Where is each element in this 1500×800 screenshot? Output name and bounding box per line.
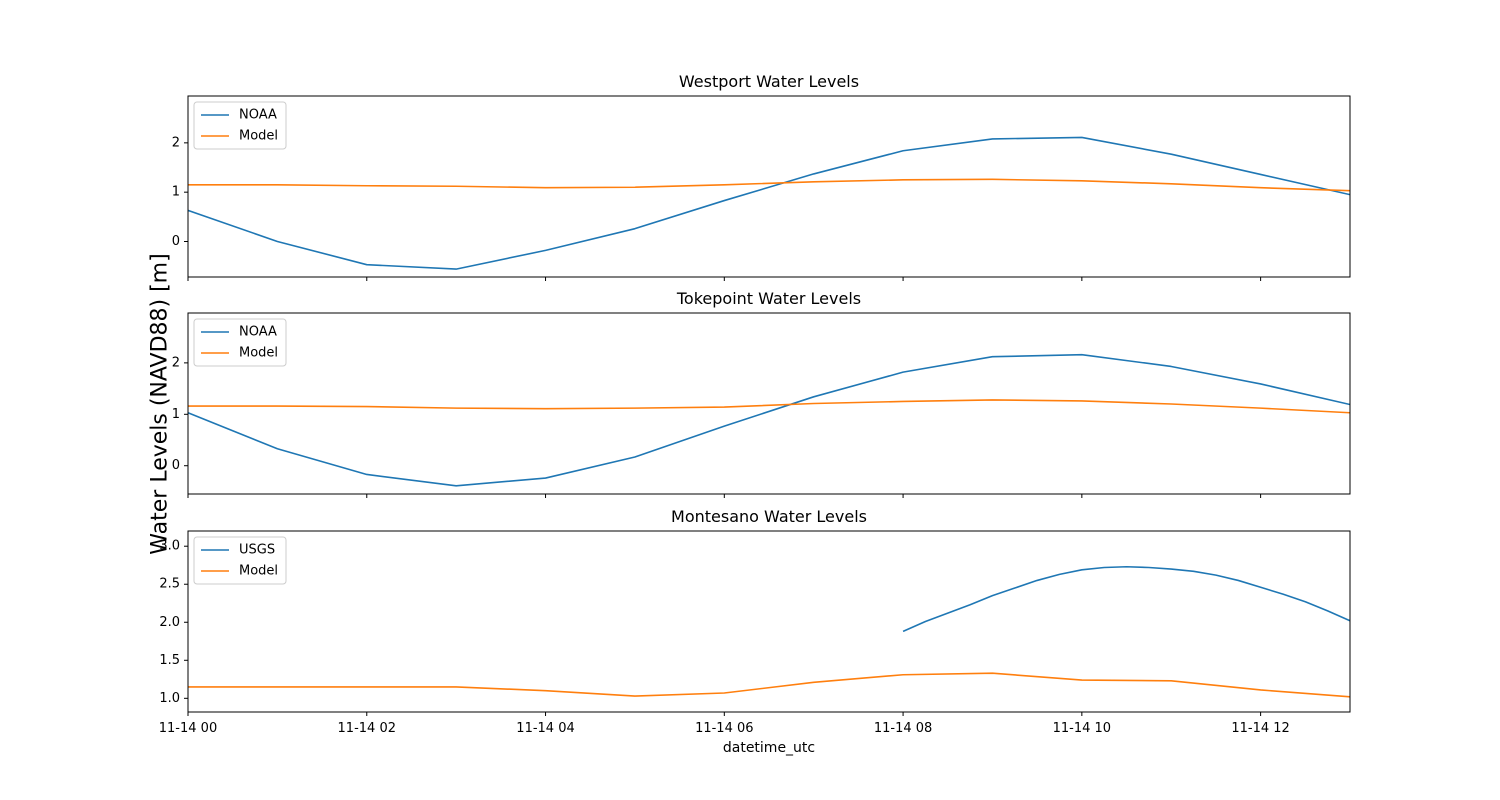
- y-tick-label: 3.0: [159, 539, 180, 554]
- legend-box: [193, 101, 287, 150]
- legend-label: NOAA: [239, 325, 277, 340]
- legend-label: Model: [239, 129, 278, 144]
- series-line-noaa: [188, 353, 1350, 487]
- figure-x-axis-label: datetime_utc: [723, 740, 815, 756]
- legend-label: USGS: [239, 543, 275, 558]
- legend: NOAA Model: [193, 101, 287, 150]
- legend-label: Model: [239, 346, 278, 361]
- legend: USGS Model: [193, 536, 287, 585]
- x-tick-label: 11-14 04: [516, 721, 574, 736]
- x-tick-label: 11-14 02: [338, 721, 396, 736]
- y-tick-label: 1.5: [159, 653, 180, 668]
- plot-frame: [187, 95, 1351, 278]
- y-tick-label: 1: [172, 407, 180, 422]
- x-tick-label: 11-14 12: [1231, 721, 1289, 736]
- x-tick-label: 11-14 06: [695, 721, 753, 736]
- x-tick-label: 11-14 10: [1053, 721, 1111, 736]
- plot-frame: [187, 530, 1351, 713]
- y-tick-label: 0: [172, 458, 180, 473]
- legend-label: NOAA: [239, 108, 277, 123]
- plot-frame: [187, 312, 1351, 495]
- legend: NOAA Model: [193, 318, 287, 367]
- subplot-1: Westport Water Levels 0 1 2 NOAA Model: [172, 72, 1351, 281]
- legend-label: Model: [239, 564, 278, 579]
- y-tick-label: 2: [172, 135, 180, 150]
- subplot-2: Tokepoint Water Levels 0 1 2 NOAA Model: [172, 289, 1351, 498]
- subplot-title: Tokepoint Water Levels: [676, 289, 861, 308]
- y-tick-label: 2.5: [159, 577, 180, 592]
- legend-box: [193, 318, 287, 367]
- x-tick-label: 11-14 08: [874, 721, 932, 736]
- figure-y-axis-label: Water Levels (NAVD88) [m]: [148, 253, 173, 554]
- subplot-3: Montesano Water Levels 1.0 1.5 2.0 2.5 3.0 11-…: [159, 507, 1351, 736]
- series-line-usgs: [902, 565, 1350, 633]
- subplot-title: Montesano Water Levels: [671, 507, 867, 526]
- series-line-model: [188, 399, 1350, 414]
- y-tick-label: 2: [172, 355, 180, 370]
- series-line-model: [188, 672, 1350, 698]
- subplots: Westport Water Levels012NOAAModelTokepoi…: [159, 72, 1351, 736]
- subplot-title: Westport Water Levels: [679, 72, 859, 91]
- series-line-noaa: [188, 136, 1350, 270]
- x-tick-label: 11-14 00: [159, 721, 217, 736]
- legend-box: [193, 536, 287, 585]
- y-tick-label: 1: [172, 185, 180, 200]
- y-tick-label: 2.0: [159, 615, 180, 630]
- y-tick-label: 0: [172, 234, 180, 249]
- y-tick-label: 1.0: [159, 691, 180, 706]
- series-line-model: [188, 178, 1350, 192]
